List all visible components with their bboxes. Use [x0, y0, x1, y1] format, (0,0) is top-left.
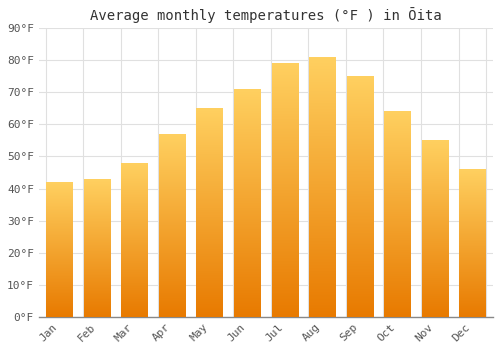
Title: Average monthly temperatures (°F ) in Ōita: Average monthly temperatures (°F ) in Ōi…: [90, 7, 442, 23]
